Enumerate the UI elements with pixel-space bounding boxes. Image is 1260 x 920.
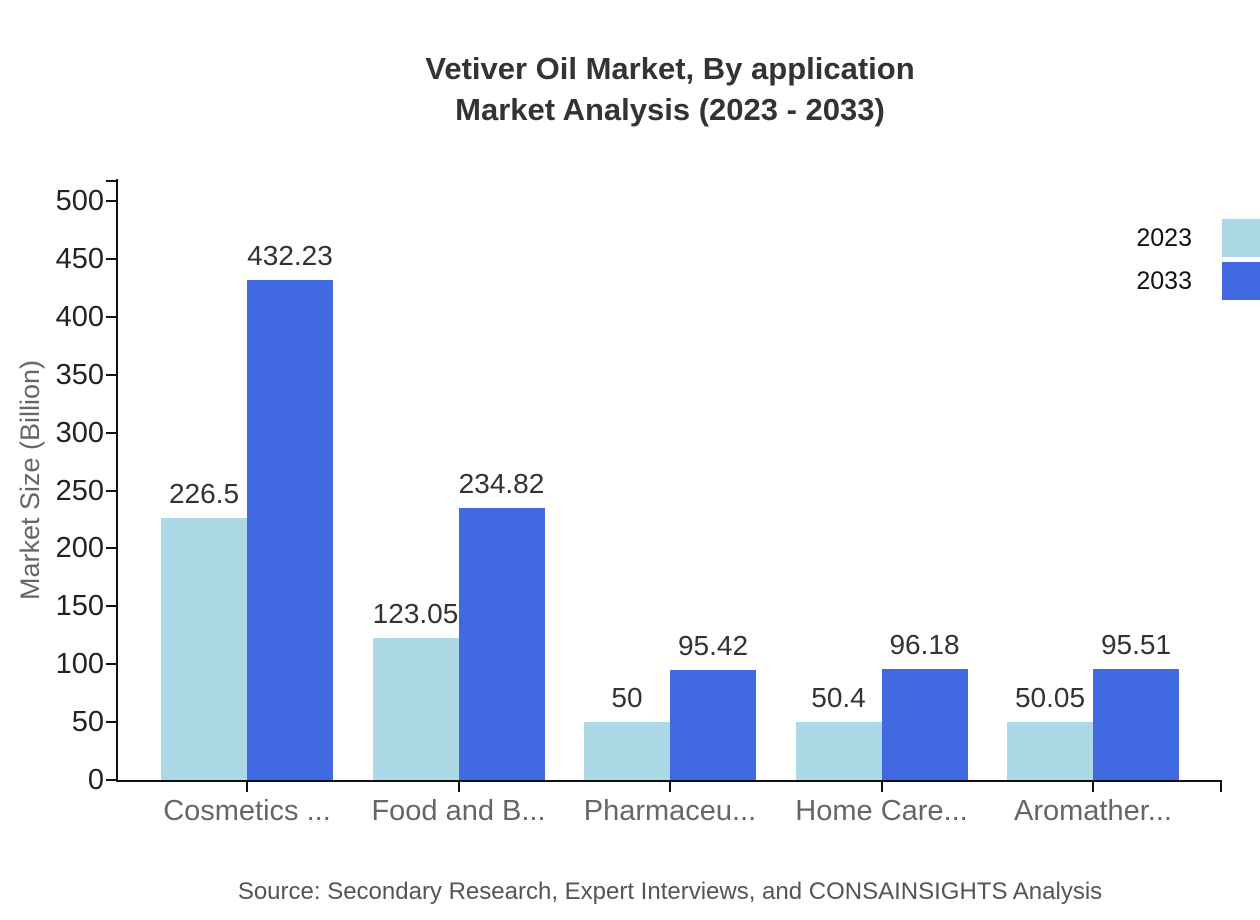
bar-value-label: 95.42 <box>677 629 749 661</box>
y-axis-tick-label: 500 <box>55 185 104 217</box>
y-axis-tick-label: 250 <box>55 474 104 507</box>
legend-label: 2023 <box>1136 223 1192 252</box>
y-axis-tick-label: 0 <box>87 764 104 796</box>
y-axis-tick-label: 450 <box>55 242 104 275</box>
x-axis-tick <box>880 782 883 792</box>
bar-value-label: 96.18 <box>889 628 960 660</box>
legend-item-2033: 2033 <box>1136 262 1260 300</box>
legend-label: 2033 <box>1136 266 1192 295</box>
x-axis-category-label: Food and B... <box>371 795 546 827</box>
plot-area: 0 50 100 150 200 250 300 350 400 450 500 Cosmetics … <box>56 179 1222 827</box>
y-axis-tick-label: 400 <box>55 300 104 333</box>
x-axis-line <box>116 780 1222 782</box>
bar-value-label: 234.82 <box>458 468 545 500</box>
x-axis-category-label: Aromather... <box>1014 795 1172 827</box>
y-axis-tick <box>106 605 116 608</box>
x-axis-end-tick <box>1220 782 1222 792</box>
bar-2033-4 <box>1093 669 1179 780</box>
bar-value-label: 123.05 <box>372 597 459 629</box>
x-axis-category-label: Pharmaceu... <box>583 795 757 827</box>
bar-2033-1 <box>458 508 545 780</box>
bar-2023-3 <box>795 721 882 780</box>
y-axis-line <box>116 179 118 782</box>
y-axis-tick-label: 200 <box>55 532 104 565</box>
y-axis-tick <box>106 257 116 260</box>
y-axis-tick <box>106 663 116 666</box>
chart-title-line-2: Market Analysis (2023 - 2033) <box>455 92 885 127</box>
y-axis-tick <box>106 431 116 434</box>
y-axis-tick <box>106 200 116 202</box>
bar-value-label: 50 <box>611 682 643 714</box>
y-axis-tick <box>106 547 116 550</box>
chart-title-line-1: Vetiver Oil Market, By application <box>425 51 915 86</box>
y-axis-tick <box>106 373 116 376</box>
bar-2033-0 <box>247 279 333 780</box>
source-note: Source: Secondary Research, Expert Inter… <box>237 878 1103 905</box>
bar-2033-3 <box>881 668 968 780</box>
x-axis-tick <box>669 782 671 792</box>
bar-2023-2 <box>584 722 670 780</box>
legend: 2023 2033 <box>1136 219 1260 305</box>
bar-2023-4 <box>1007 722 1093 780</box>
x-axis-category-label: Cosmetics ... <box>163 795 331 827</box>
bar-value-label: 226.5 <box>168 477 240 509</box>
chart-title: Vetiver Oil Market, By application Marke… <box>80 48 1260 130</box>
y-axis-tick <box>106 779 116 781</box>
x-axis-tick <box>246 782 248 792</box>
x-axis-category-label: Home Care... <box>795 795 968 827</box>
legend-item-2023: 2023 <box>1136 219 1260 257</box>
bar-value-label: 50.4 <box>811 681 866 713</box>
y-axis-tick-label: 150 <box>55 590 104 623</box>
x-axis-tick <box>1092 782 1094 792</box>
y-axis-tick <box>106 315 116 318</box>
y-axis-tick-label: 300 <box>55 416 104 449</box>
legend-swatch <box>1222 262 1260 300</box>
bar-value-label: 95.51 <box>1100 629 1172 661</box>
y-axis-title: Market Size (Billion) <box>15 359 45 601</box>
y-axis-tick-label: 50 <box>71 706 104 739</box>
bar-2023-0 <box>161 517 247 780</box>
y-axis-tick-label: 100 <box>55 648 104 681</box>
legend-swatch <box>1222 219 1260 257</box>
bar-2033-2 <box>670 669 756 780</box>
y-axis-tick-label: 350 <box>55 358 104 391</box>
y-axis-end-tick <box>106 180 116 182</box>
bar-2023-1 <box>372 637 459 780</box>
x-axis-tick <box>457 782 460 792</box>
bar-value-label: 50.05 <box>1014 682 1086 713</box>
y-axis-tick <box>106 489 116 492</box>
y-axis-tick <box>106 721 116 724</box>
bar-value-label: 432.23 <box>247 239 333 271</box>
